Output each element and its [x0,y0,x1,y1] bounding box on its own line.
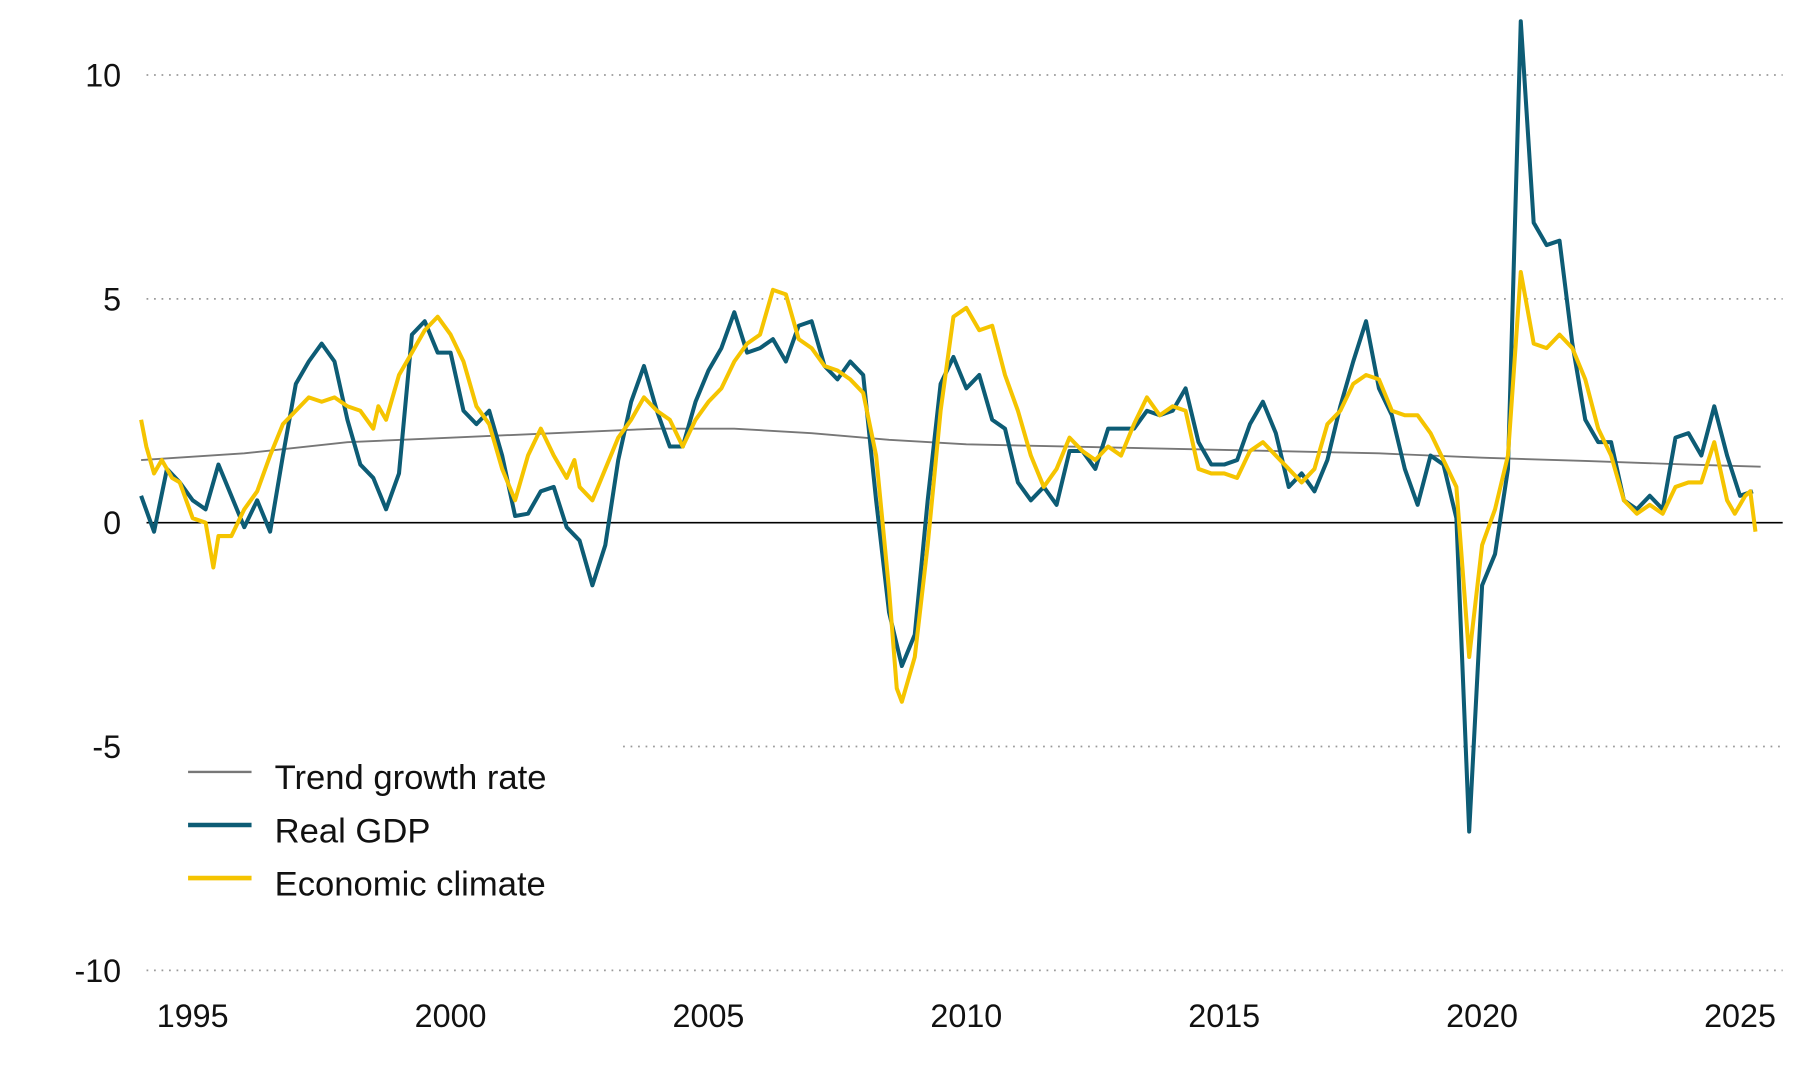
trend-line [141,427,1761,468]
y-axis-ticks: 10 5 0 -5 -10 [74,58,121,989]
y-tick-label: 5 [103,281,121,317]
y-tick-label: -5 [92,729,121,765]
gridlines [146,74,1783,972]
x-tick-label: 2000 [415,998,487,1034]
y-tick-label: 0 [103,505,121,541]
series-lines [139,19,1761,834]
x-tick-label: 1995 [157,998,229,1034]
x-tick-label: 2025 [1704,998,1776,1034]
legend-label-trend: Trend growth rate [275,759,547,797]
x-axis-ticks: 1995 2000 2005 2010 2015 2020 2025 [157,998,1776,1034]
x-tick-label: 2015 [1188,998,1260,1034]
legend: Trend growth rate Real GDP Economic clim… [188,759,546,903]
y-tick-label: -10 [74,953,121,989]
x-tick-label: 2005 [673,998,745,1034]
x-tick-label: 2010 [930,998,1002,1034]
x-tick-label: 2020 [1446,998,1518,1034]
legend-label-gdp: Real GDP [275,812,431,850]
legend-label-climate: Economic climate [275,865,546,903]
y-tick-label: 10 [85,58,121,94]
economic-climate-line [139,269,1758,704]
